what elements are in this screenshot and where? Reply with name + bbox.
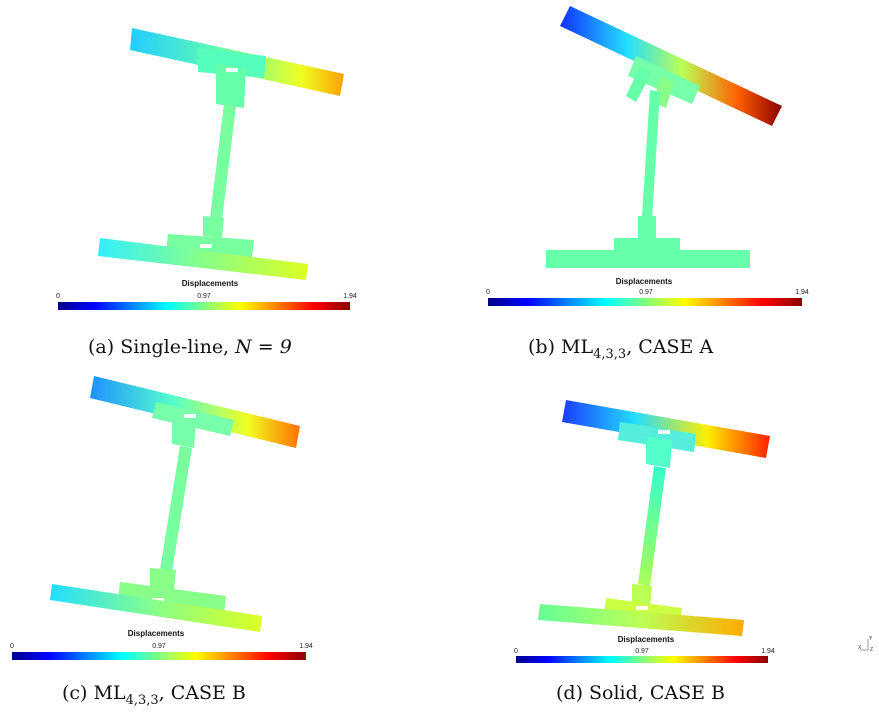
top-flange <box>560 6 782 126</box>
colorbar-min: 0 <box>486 289 490 296</box>
colorbar-min: 0 <box>10 643 14 650</box>
colorbar <box>12 652 306 660</box>
colorbar-mid: 0.97 <box>639 289 653 296</box>
top-plate <box>618 422 696 452</box>
top-hole <box>184 414 196 418</box>
bottom-stub <box>632 584 652 606</box>
colorbar-title: Displacements <box>616 277 673 286</box>
colorbar-mid: 0.97 <box>152 643 166 650</box>
bottom-flange <box>98 238 308 280</box>
caption-a: (a) Single-line, N = 9 <box>88 336 292 358</box>
colorbar-mid: 0.97 <box>635 648 649 655</box>
colorbar-max: 1.94 <box>343 293 357 300</box>
top-plate <box>198 48 266 78</box>
web <box>210 104 236 220</box>
colorbar-mid: 0.97 <box>197 293 211 300</box>
top-stub <box>216 64 246 108</box>
colorbar-max: 1.94 <box>795 289 809 296</box>
axis-z-label: Z <box>870 647 873 653</box>
top-hole <box>226 68 238 72</box>
caption-c: (c) ML4,3,3, CASE B <box>62 682 246 708</box>
top-hole <box>658 430 670 434</box>
bottom-hole <box>152 598 164 602</box>
bottom-flange <box>50 584 262 632</box>
top-stub-left <box>626 66 652 102</box>
panel-d: Displacements 0 0.97 1.94 <box>500 392 800 663</box>
colorbar-min: 0 <box>514 648 518 655</box>
bottom-stub <box>150 568 176 590</box>
bottom-hole <box>200 244 212 248</box>
axis-triad-glyph: Y X Z <box>858 636 873 653</box>
top-stub <box>646 436 672 468</box>
deformed-beam-plot-c: Displacements 0 0.97 1.94 <box>10 376 313 660</box>
caption-d: (d) Solid, CASE B <box>556 682 726 704</box>
top-stub <box>172 418 196 448</box>
colorbar <box>516 656 768 663</box>
colorbar <box>488 298 802 306</box>
colorbar-min: 0 <box>56 293 60 300</box>
bottom-plate <box>118 582 226 614</box>
colorbar-title: Displacements <box>128 629 185 638</box>
colorbar-title: Displacements <box>182 279 239 288</box>
top-flange <box>562 400 770 458</box>
colorbar <box>58 302 350 310</box>
web <box>642 90 660 218</box>
bottom-stub <box>638 216 656 242</box>
bottom-flange <box>538 604 744 636</box>
top-plate <box>152 402 234 436</box>
axis-triad-icon: Y X Z <box>858 636 876 656</box>
bottom-flange <box>546 250 750 268</box>
panel-c: Displacements 0 0.97 1.94 <box>0 374 320 664</box>
deformed-beam-plot-a: Displacements 0 0.97 1.94 <box>56 28 357 310</box>
bottom-stub <box>203 216 224 238</box>
axis-y-label: Y <box>869 636 873 642</box>
deformed-beam-plot-d: Displacements 0 0.97 1.94 <box>514 400 775 663</box>
web <box>160 446 192 572</box>
colorbar-title: Displacements <box>618 635 675 644</box>
bottom-hole <box>636 606 648 610</box>
colorbar-max: 1.94 <box>761 648 775 655</box>
colorbar-max: 1.94 <box>299 643 313 650</box>
panel-a: Displacements 0 0.97 1.94 <box>40 20 380 310</box>
web <box>638 466 666 586</box>
axis-x-label: X <box>858 645 862 651</box>
caption-b: (b) ML4,3,3, CASE A <box>528 336 714 362</box>
panel-b: Displacements 0 0.97 1.94 <box>480 6 820 312</box>
deformed-beam-plot-b: Displacements 0 0.97 1.94 <box>486 6 809 306</box>
